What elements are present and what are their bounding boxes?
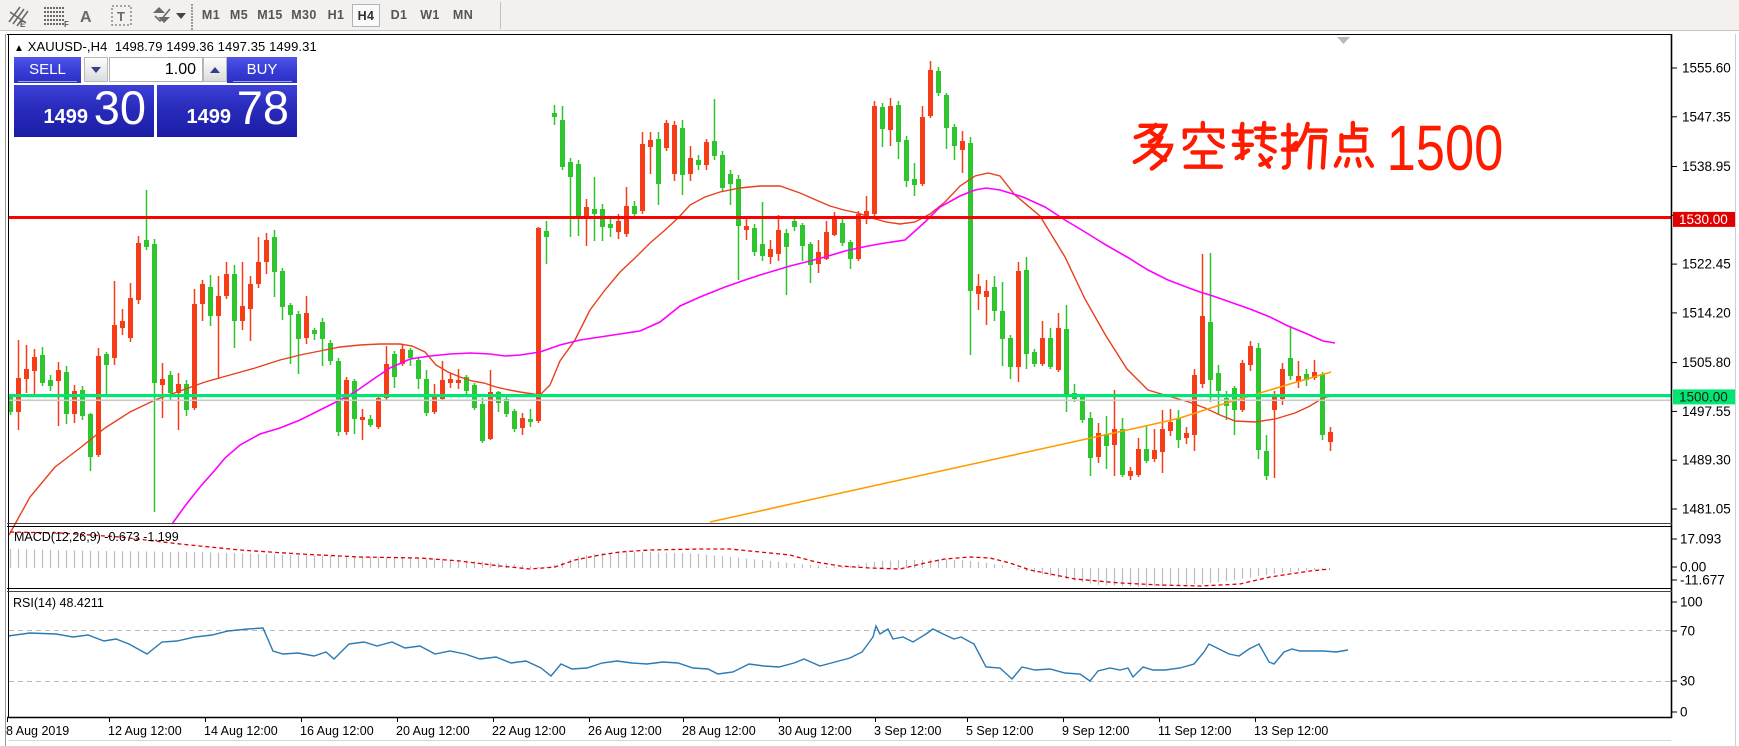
svg-text:RSI(14) 48.4211: RSI(14) 48.4211 (13, 596, 104, 610)
svg-text:1489.30: 1489.30 (1682, 453, 1731, 468)
svg-text:28 Aug 12:00: 28 Aug 12:00 (682, 724, 756, 738)
svg-text:13 Sep 12:00: 13 Sep 12:00 (1254, 724, 1328, 738)
svg-text:1497.55: 1497.55 (1682, 404, 1731, 419)
svg-text:0.00: 0.00 (1680, 560, 1706, 575)
svg-text:MACD(12,26,9) -0.673 -1.199: MACD(12,26,9) -0.673 -1.199 (14, 530, 179, 544)
svg-text:8 Aug 2019: 8 Aug 2019 (6, 724, 69, 738)
svg-text:1481.05: 1481.05 (1682, 502, 1731, 517)
svg-text:1522.45: 1522.45 (1682, 257, 1731, 272)
svg-text:T: T (117, 9, 125, 24)
svg-text:14 Aug 12:00: 14 Aug 12:00 (204, 724, 278, 738)
svg-text:26 Aug 12:00: 26 Aug 12:00 (588, 724, 662, 738)
svg-text:1547.35: 1547.35 (1682, 109, 1731, 124)
svg-text:20 Aug 12:00: 20 Aug 12:00 (396, 724, 470, 738)
svg-text:E: E (20, 20, 26, 29)
svg-text:9 Sep 12:00: 9 Sep 12:00 (1062, 724, 1129, 738)
svg-text:0: 0 (1680, 705, 1688, 720)
svg-text:11 Sep 12:00: 11 Sep 12:00 (1158, 724, 1231, 738)
svg-text:30 Aug 12:00: 30 Aug 12:00 (778, 724, 852, 738)
svg-text:100: 100 (1680, 595, 1703, 610)
svg-text:1530.00: 1530.00 (1679, 212, 1728, 227)
svg-text:A: A (80, 9, 92, 26)
svg-text:16 Aug 12:00: 16 Aug 12:00 (300, 724, 374, 738)
svg-text:1538.95: 1538.95 (1682, 159, 1731, 174)
svg-text:17.093: 17.093 (1680, 532, 1721, 547)
svg-text:12 Aug 12:00: 12 Aug 12:00 (108, 724, 182, 738)
svg-text:1500.00: 1500.00 (1679, 390, 1728, 405)
svg-text:1514.20: 1514.20 (1682, 305, 1731, 320)
svg-text:1505.80: 1505.80 (1682, 355, 1731, 370)
svg-text:22 Aug 12:00: 22 Aug 12:00 (492, 724, 566, 738)
svg-text:3 Sep 12:00: 3 Sep 12:00 (874, 724, 941, 738)
svg-text:70: 70 (1680, 624, 1695, 639)
svg-text:1555.60: 1555.60 (1682, 61, 1731, 76)
svg-text:-11.677: -11.677 (1680, 573, 1725, 588)
svg-text:5 Sep 12:00: 5 Sep 12:00 (966, 724, 1033, 738)
svg-text:F: F (64, 20, 69, 29)
svg-text:30: 30 (1680, 674, 1695, 689)
svg-text:1500: 1500 (1387, 113, 1504, 184)
